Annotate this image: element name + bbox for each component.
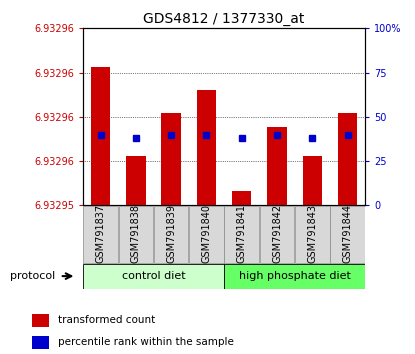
FancyBboxPatch shape — [260, 206, 294, 263]
Text: GSM791837: GSM791837 — [95, 204, 106, 263]
Text: GSM791840: GSM791840 — [201, 204, 212, 263]
FancyBboxPatch shape — [189, 206, 224, 263]
Text: GSM791839: GSM791839 — [166, 204, 176, 263]
Bar — [197, 90, 216, 205]
Bar — [232, 191, 251, 205]
Text: high phosphate diet: high phosphate diet — [239, 271, 351, 281]
FancyBboxPatch shape — [330, 206, 365, 263]
Text: GSM791843: GSM791843 — [307, 204, 317, 263]
FancyBboxPatch shape — [154, 206, 188, 263]
Bar — [161, 113, 181, 205]
Bar — [126, 156, 146, 205]
FancyBboxPatch shape — [224, 264, 365, 289]
Bar — [267, 127, 287, 205]
Text: GSM791844: GSM791844 — [342, 204, 353, 263]
Bar — [32, 336, 49, 349]
FancyBboxPatch shape — [295, 206, 330, 263]
Text: percentile rank within the sample: percentile rank within the sample — [58, 337, 234, 348]
Bar — [91, 67, 110, 205]
FancyBboxPatch shape — [83, 264, 224, 289]
Bar — [303, 156, 322, 205]
Text: GSM791838: GSM791838 — [131, 204, 141, 263]
FancyBboxPatch shape — [225, 206, 259, 263]
FancyBboxPatch shape — [119, 206, 153, 263]
Text: GSM791841: GSM791841 — [237, 204, 247, 263]
Text: control diet: control diet — [122, 271, 186, 281]
Bar — [338, 113, 357, 205]
FancyBboxPatch shape — [83, 206, 118, 263]
Text: GSM791842: GSM791842 — [272, 204, 282, 263]
Bar — [32, 314, 49, 327]
Text: protocol: protocol — [10, 270, 55, 281]
Title: GDS4812 / 1377330_at: GDS4812 / 1377330_at — [144, 12, 305, 26]
Text: transformed count: transformed count — [58, 315, 155, 325]
